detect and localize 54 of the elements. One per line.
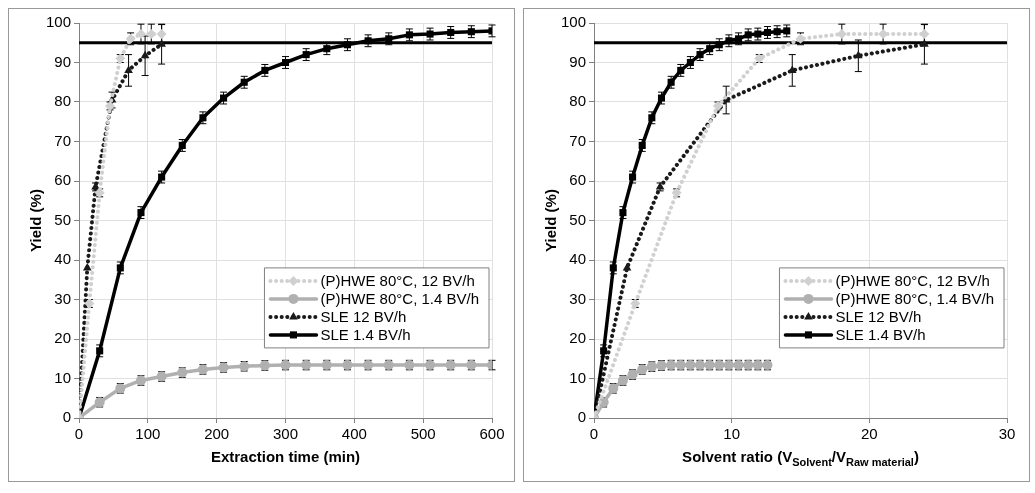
y-tick-label: 60 bbox=[569, 171, 587, 189]
legend-label: SLE 12 BV/h bbox=[835, 308, 922, 326]
y-tick-label: 70 bbox=[54, 131, 72, 149]
x-tick-label: 0 bbox=[74, 425, 84, 443]
x-tick-label: 20 bbox=[861, 425, 878, 443]
legend-label: SLE 1.4 BV/h bbox=[320, 326, 411, 344]
point bbox=[124, 65, 133, 73]
x-tick-label: 200 bbox=[204, 425, 230, 443]
y-tick-label: 100 bbox=[46, 13, 72, 31]
x-tick-label: 400 bbox=[341, 425, 367, 443]
legend-label: SLE 12 BV/h bbox=[320, 308, 407, 326]
legend-label: (P)HWE 80°C, 1.4 BV/h bbox=[320, 290, 480, 308]
x-tick-label: 100 bbox=[135, 425, 161, 443]
y-tick-label: 40 bbox=[569, 250, 587, 268]
point bbox=[854, 50, 863, 59]
x-tick-label: 600 bbox=[479, 425, 505, 443]
point bbox=[156, 29, 167, 40]
x-axis-title: Extraction time (min) bbox=[210, 448, 361, 466]
x-tick-label: 10 bbox=[723, 425, 741, 443]
point bbox=[787, 65, 797, 73]
y-axis-title: Yield (%) bbox=[542, 189, 560, 252]
y-tick-label: 50 bbox=[54, 210, 72, 228]
point bbox=[82, 262, 92, 271]
x-tick-label: 0 bbox=[589, 425, 599, 443]
y-tick-label: 30 bbox=[569, 289, 587, 307]
y-tick-label: 90 bbox=[569, 52, 587, 70]
x-tick-label: 30 bbox=[998, 425, 1016, 443]
y-tick-label: 20 bbox=[569, 329, 587, 347]
y-tick-label: 0 bbox=[577, 408, 587, 426]
legend-label: (P)HWE 80°C, 1.4 BV/h bbox=[835, 290, 995, 308]
legend-label: (P)HWE 80°C, 12 BV/h bbox=[320, 272, 475, 290]
point bbox=[135, 29, 146, 40]
y-tick-label: 20 bbox=[54, 329, 72, 347]
y-tick-label: 80 bbox=[54, 92, 72, 110]
point bbox=[622, 262, 632, 271]
point bbox=[140, 50, 150, 59]
y-tick-label: 10 bbox=[54, 368, 72, 386]
point bbox=[157, 39, 166, 47]
y-axis-title: Yield (%) bbox=[27, 189, 45, 252]
y-tick-label: 100 bbox=[561, 13, 587, 31]
y-tick-label: 0 bbox=[62, 408, 72, 426]
y-tick-label: 60 bbox=[54, 171, 72, 189]
y-tick-label: 40 bbox=[54, 250, 72, 268]
y-tick-label: 50 bbox=[569, 210, 587, 228]
legend-label: SLE 1.4 BV/h bbox=[835, 326, 926, 344]
point bbox=[920, 39, 929, 47]
y-tick-label: 90 bbox=[54, 52, 72, 70]
x-tick-label: 500 bbox=[410, 425, 436, 443]
y-tick-label: 10 bbox=[569, 368, 587, 386]
legend-label: (P)HWE 80°C, 12 BV/h bbox=[835, 272, 990, 290]
y-tick-label: 80 bbox=[569, 92, 587, 110]
y-tick-label: 70 bbox=[569, 131, 587, 149]
y-tick-label: 30 bbox=[54, 289, 72, 307]
x-tick-label: 300 bbox=[273, 425, 299, 443]
